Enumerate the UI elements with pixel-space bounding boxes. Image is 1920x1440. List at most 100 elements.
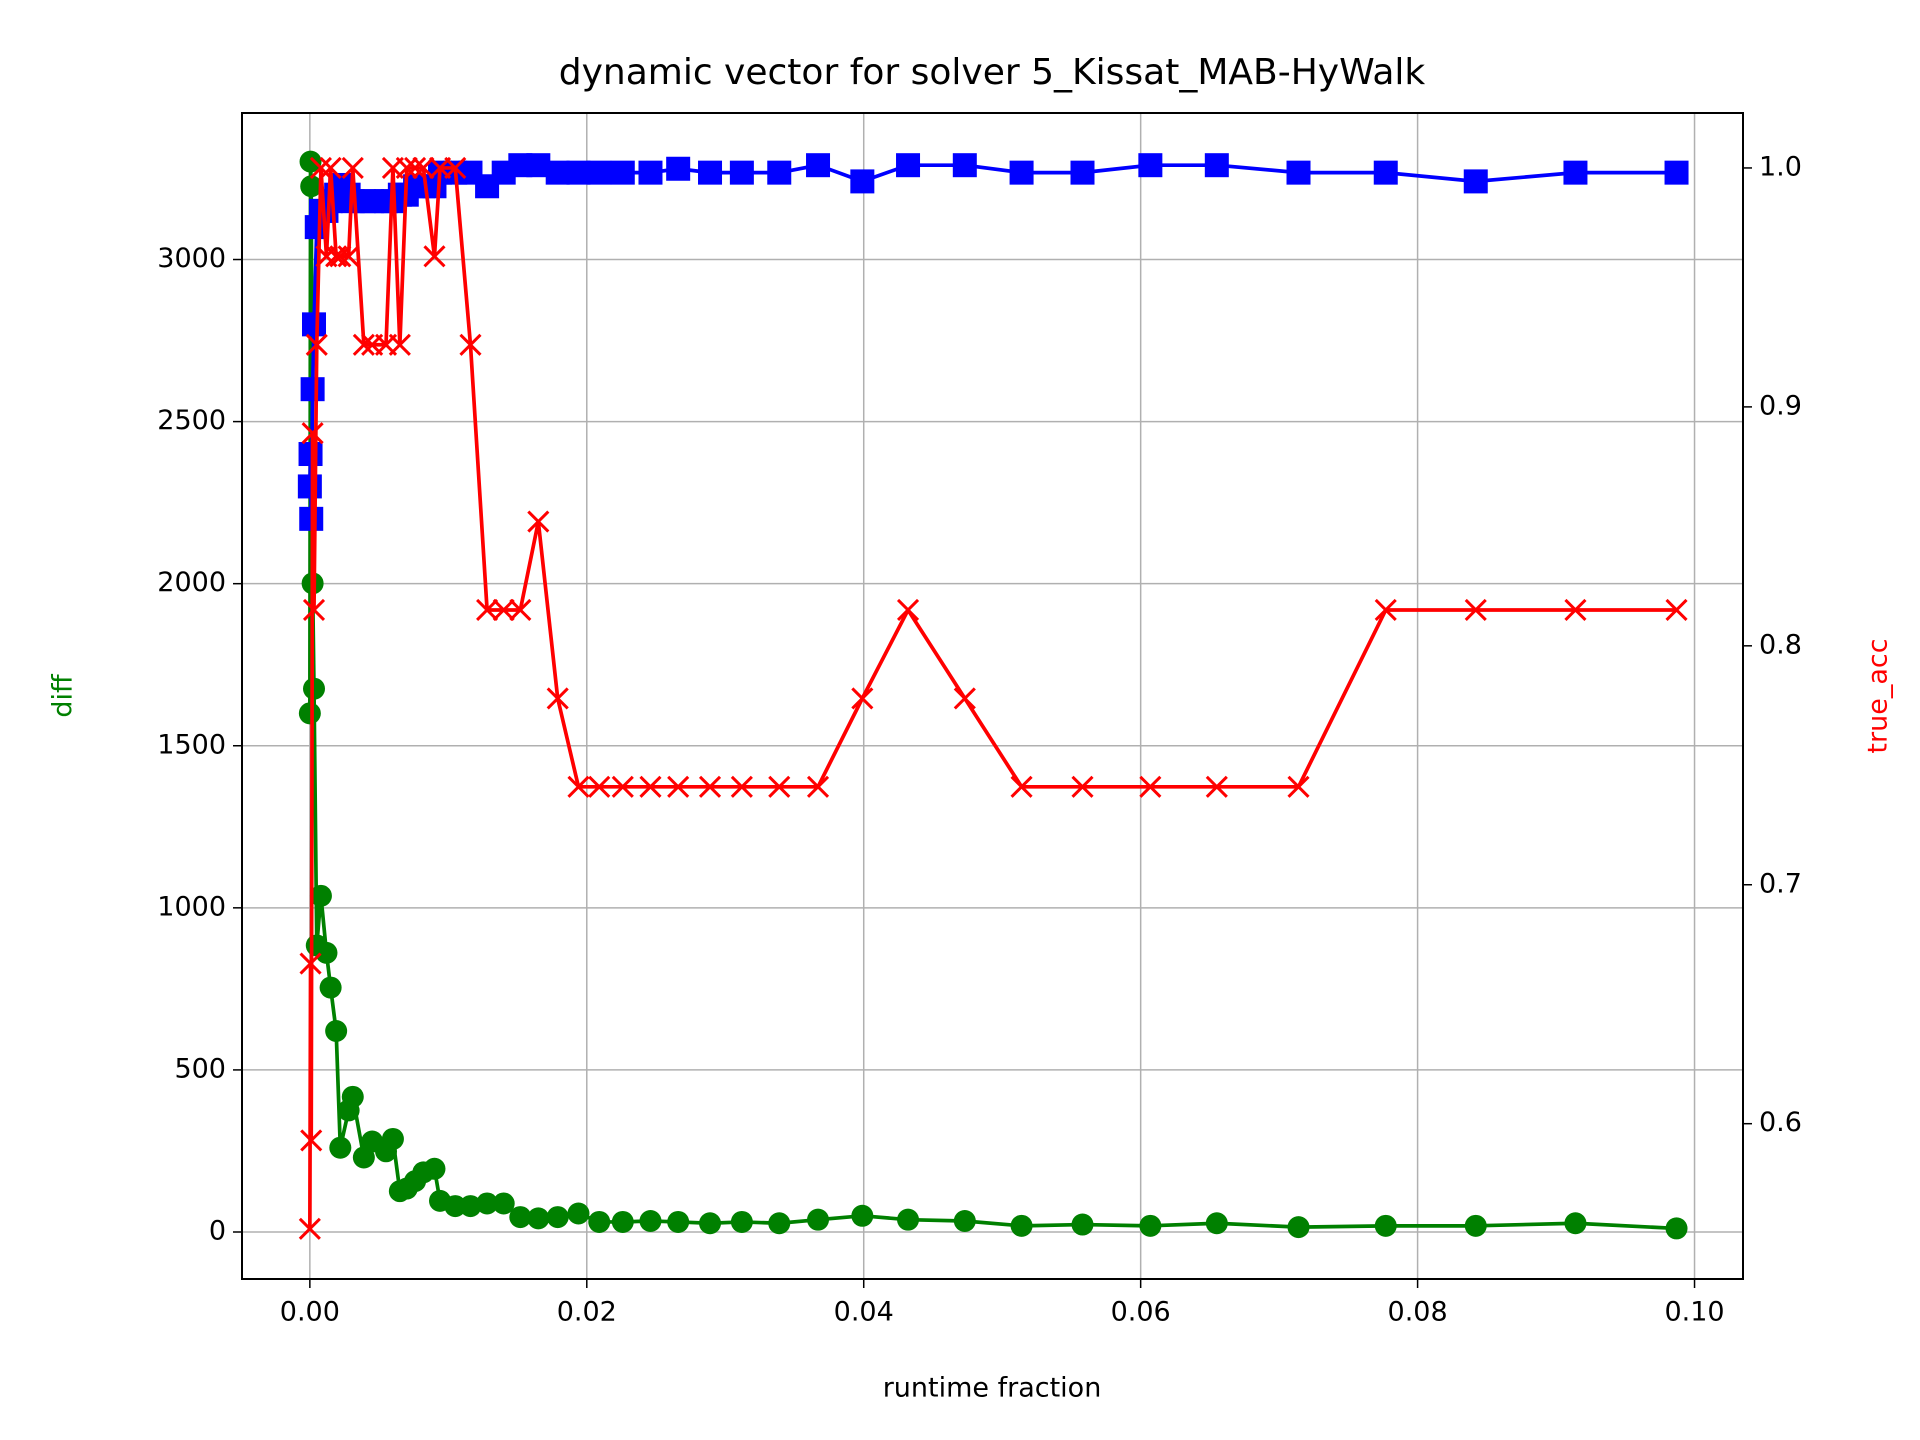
marker [611, 1210, 634, 1233]
x-tick-label: 0.10 [1664, 1297, 1724, 1328]
y-tick-label: 0 [209, 1215, 226, 1246]
marker [309, 156, 332, 180]
marker [298, 442, 323, 467]
y-tick-label: 500 [174, 1053, 226, 1084]
y2-tick-label: 0.6 [1759, 1107, 1802, 1138]
marker [303, 677, 326, 700]
marker [767, 160, 792, 185]
y2-tick-label: 0.9 [1759, 390, 1802, 421]
marker [566, 160, 591, 185]
marker [319, 156, 342, 180]
marker [300, 1129, 323, 1152]
marker [305, 333, 328, 356]
x-tick-label: 0.02 [557, 1297, 617, 1328]
marker [1287, 775, 1310, 798]
marker [1665, 598, 1688, 622]
marker [667, 1210, 690, 1233]
series-line [308, 163, 1677, 521]
y2-tick-label: 0.8 [1759, 629, 1802, 660]
marker [1138, 153, 1163, 178]
marker [1373, 160, 1398, 185]
marker [299, 952, 322, 975]
plot-frame [241, 112, 1744, 1280]
y-tick-label: 2500 [157, 405, 226, 436]
marker [459, 333, 482, 356]
marker [729, 160, 754, 185]
y-axis-label: diff [48, 673, 79, 718]
marker [953, 687, 976, 710]
marker [1664, 160, 1689, 185]
marker [896, 153, 921, 178]
marker [1139, 775, 1162, 798]
plot-area [297, 150, 1689, 1240]
marker [639, 1209, 662, 1232]
marker [381, 1127, 404, 1150]
marker [1286, 160, 1311, 185]
marker [388, 333, 411, 356]
marker [730, 775, 753, 798]
y-tick-label: 2000 [157, 567, 226, 598]
marker [567, 775, 590, 798]
marker [1464, 1214, 1487, 1237]
marker [1071, 1213, 1094, 1236]
chart-title: dynamic vector for solver 5_Kissat_MAB-H… [559, 52, 1426, 93]
marker [1463, 169, 1488, 194]
marker [404, 156, 427, 180]
y2-tick-label: 1.0 [1759, 151, 1802, 182]
marker [1010, 1214, 1033, 1237]
marker [509, 1206, 532, 1229]
marker [546, 687, 569, 710]
y2-axis-label: true_acc [1863, 638, 1894, 753]
marker [1374, 1214, 1397, 1237]
marker [1071, 775, 1094, 798]
marker [851, 1204, 874, 1227]
marker [1564, 1212, 1587, 1235]
marker [897, 1208, 920, 1231]
marker [300, 175, 323, 198]
x-axis-label: runtime fraction [883, 1373, 1102, 1404]
marker [423, 1157, 446, 1180]
marker [545, 160, 570, 185]
marker [806, 153, 831, 178]
y-tick-label: 3000 [157, 243, 226, 274]
marker [319, 976, 342, 999]
marker [806, 775, 830, 798]
marker [329, 245, 352, 268]
marker [444, 1195, 467, 1218]
marker [423, 245, 446, 268]
marker [329, 1136, 352, 1159]
marker [667, 775, 690, 798]
marker [1070, 160, 1095, 185]
marker [666, 156, 691, 181]
x-tick-label: 0.04 [834, 1297, 894, 1328]
marker [638, 160, 663, 185]
y-tick-label: 1500 [157, 729, 226, 760]
marker [768, 1212, 791, 1235]
x-tick-label: 0.00 [280, 1297, 340, 1328]
marker [588, 775, 611, 798]
marker [588, 1210, 611, 1233]
marker [302, 598, 326, 622]
marker [587, 160, 612, 185]
y-tick-label: 1000 [157, 891, 226, 922]
marker [1374, 598, 1397, 622]
marker [1205, 775, 1228, 798]
marker [300, 377, 325, 402]
marker [546, 1206, 569, 1229]
marker [1205, 1212, 1228, 1235]
marker [699, 1212, 722, 1235]
marker [298, 702, 321, 725]
marker [412, 156, 435, 180]
marker [1139, 1214, 1162, 1237]
x-tick-label: 0.06 [1111, 1297, 1171, 1328]
marker [337, 245, 360, 268]
marker [611, 775, 634, 798]
marker [476, 1192, 499, 1215]
marker [1464, 598, 1487, 622]
marker [527, 1207, 550, 1230]
marker [341, 1085, 364, 1108]
marker [459, 1195, 482, 1218]
marker [492, 598, 515, 622]
marker [302, 312, 327, 337]
